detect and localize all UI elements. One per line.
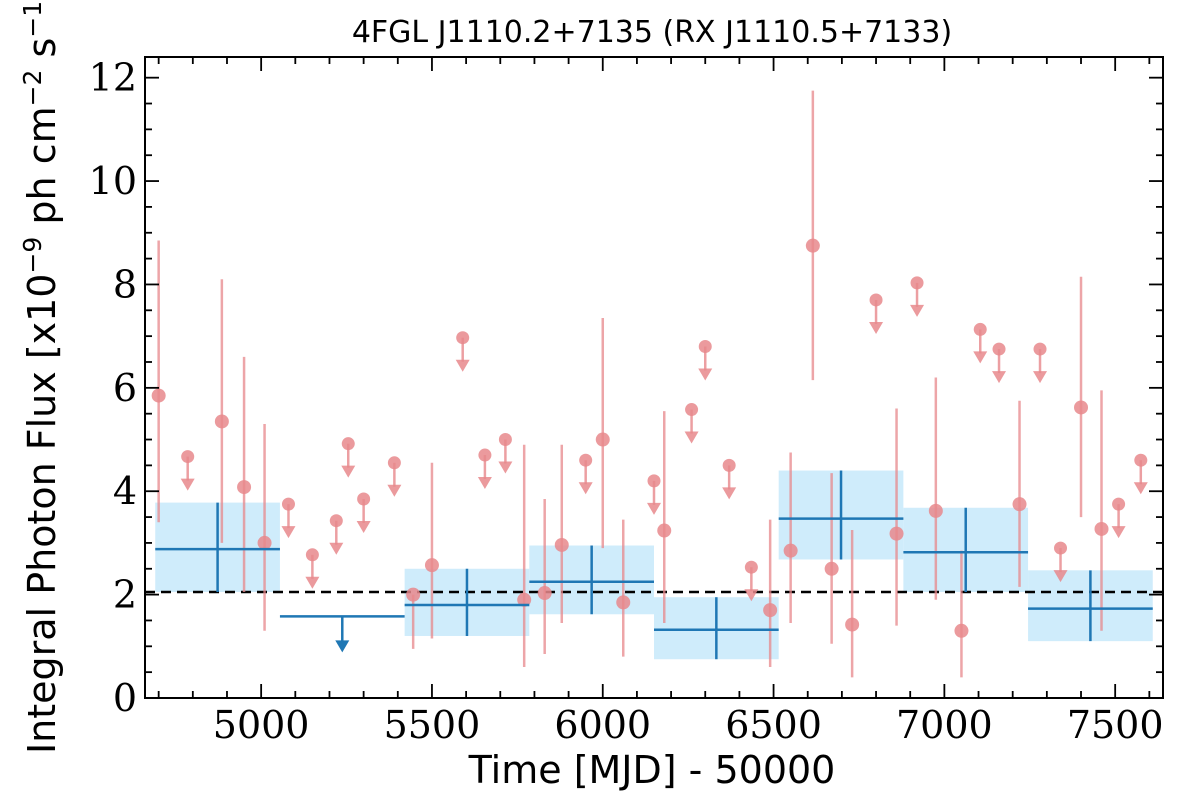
- x-tick-label: 6000: [554, 703, 651, 747]
- fine-point: [1094, 521, 1109, 536]
- chart-title: 4FGL J1110.2+7135 (RX J1110.5+7133): [352, 15, 952, 50]
- fine-upper-limit-arrow: [910, 304, 925, 317]
- fine-upper-limit-point: [992, 342, 1006, 356]
- fine-upper-limit-point: [722, 458, 736, 472]
- fine-point: [1012, 497, 1027, 512]
- fine-upper-limit-point: [685, 403, 699, 417]
- x-axis-label: Time [MJD] - 50000: [468, 748, 836, 792]
- fine-upper-limit-arrow: [992, 371, 1007, 384]
- fine-upper-limit-arrow: [455, 359, 470, 372]
- y-tick-label: 0: [113, 676, 137, 720]
- fine-upper-limit-arrow: [180, 478, 195, 491]
- fine-point: [257, 535, 272, 550]
- fine-point: [554, 537, 569, 552]
- y-tick-label: 12: [89, 56, 137, 100]
- fine-upper-limit-arrow: [1033, 371, 1048, 384]
- fine-upper-limit-point: [910, 276, 924, 290]
- fine-upper-limit-point: [281, 497, 295, 511]
- fine-upper-limit-arrow: [684, 431, 699, 444]
- fine-upper-limit-arrow: [578, 482, 593, 495]
- fine-point: [657, 523, 672, 538]
- fine-point: [889, 526, 904, 541]
- fine-upper-limit-point: [387, 456, 401, 470]
- fine-upper-limit-arrow: [305, 576, 320, 589]
- y-axis-label-end: ]: [20, 0, 64, 1]
- x-tick-label: 5500: [384, 703, 481, 747]
- fine-upper-limit-arrow: [1111, 526, 1126, 539]
- fine-upper-limit-point: [1054, 541, 1068, 555]
- fine-point: [537, 586, 552, 601]
- fine-point: [824, 561, 839, 576]
- fine-point: [1074, 400, 1089, 415]
- fine-point: [845, 617, 860, 632]
- x-tick-label: 6500: [725, 703, 822, 747]
- y-axis-label-exponent-3: −1: [18, 1, 47, 38]
- y-axis-label-exponent-1: −9: [18, 237, 47, 274]
- fine-upper-limit-arrow: [647, 502, 661, 515]
- y-tick-label: 10: [89, 159, 137, 203]
- fine-upper-limit-point: [498, 433, 512, 447]
- plot-frame: [144, 56, 1164, 699]
- fine-upper-limit-point: [341, 437, 355, 451]
- fine-point: [424, 558, 439, 573]
- fine-upper-limit-arrow: [341, 465, 356, 478]
- fine-upper-limit-point: [744, 560, 758, 574]
- x-tick-label: 7500: [1067, 703, 1164, 747]
- y-tick-label: 8: [113, 262, 137, 306]
- fine-point: [783, 543, 798, 558]
- fine-upper-limit-arrow: [387, 484, 402, 497]
- fine-point: [928, 503, 943, 518]
- fine-upper-limit-arrow: [1133, 482, 1148, 495]
- y-axis-label-exponent-2: −2: [18, 70, 47, 107]
- fine-upper-limit-arrow: [973, 351, 988, 364]
- y-tick-label: 4: [113, 469, 137, 513]
- fine-upper-limit-arrow: [698, 368, 713, 381]
- fine-upper-limit-point: [1134, 453, 1148, 467]
- fine-upper-limit-point: [305, 548, 319, 562]
- fine-point: [406, 587, 421, 602]
- fine-upper-limit-point: [579, 453, 593, 467]
- fine-point: [595, 432, 610, 447]
- fine-upper-limit-point: [181, 450, 195, 464]
- fine-upper-limit-arrow: [329, 542, 344, 555]
- fine-upper-limit-point: [456, 331, 470, 345]
- fine-upper-limit-point: [329, 514, 343, 528]
- fine-point: [954, 623, 969, 638]
- fine-point: [763, 603, 778, 618]
- fine-upper-limit-point: [357, 492, 371, 506]
- fine-upper-limit-arrow: [1053, 570, 1068, 583]
- x-tick-label: 7000: [896, 703, 993, 747]
- fine-point: [517, 592, 532, 607]
- fine-upper-limit-arrow: [477, 477, 492, 490]
- y-tick-label: 2: [113, 573, 137, 617]
- fine-point: [214, 414, 229, 429]
- fine-upper-limit-point: [1033, 342, 1047, 356]
- fine-upper-limit-arrow: [281, 526, 296, 539]
- fine-point: [237, 480, 252, 495]
- fine-upper-limit-point: [869, 293, 883, 307]
- fine-upper-limit-arrow: [498, 461, 513, 474]
- fine-point: [616, 595, 631, 610]
- fine-upper-limit-arrow: [356, 520, 371, 533]
- fine-upper-limit-point: [973, 322, 987, 336]
- fine-upper-limit-point: [478, 448, 492, 462]
- coarse-upper-limit-arrow: [335, 640, 350, 653]
- fine-upper-limit-point: [698, 339, 712, 353]
- x-tick-label: 5000: [213, 703, 310, 747]
- fine-upper-limit-point: [1112, 497, 1126, 511]
- y-axis-label: Integral Photon Flux [x10−9 ph cm−2 s−1]: [18, 0, 64, 754]
- y-axis-label-mid: ph cm: [20, 106, 64, 236]
- y-axis-label-mid-2: s: [20, 38, 64, 70]
- fine-upper-limit-arrow: [744, 589, 759, 602]
- fine-upper-limit-arrow: [869, 321, 884, 334]
- fine-point: [151, 388, 166, 403]
- fine-upper-limit-point: [647, 474, 661, 488]
- plot-area: 5000 5500 6000 6500 7000 7500 0 2 4 6 8 10 12: [89, 56, 1164, 747]
- y-tick-label: 6: [113, 366, 137, 410]
- fine-upper-limit-arrow: [722, 487, 737, 500]
- fine-point: [805, 238, 820, 253]
- y-axis-label-main: Integral Photon Flux [x10: [20, 274, 64, 755]
